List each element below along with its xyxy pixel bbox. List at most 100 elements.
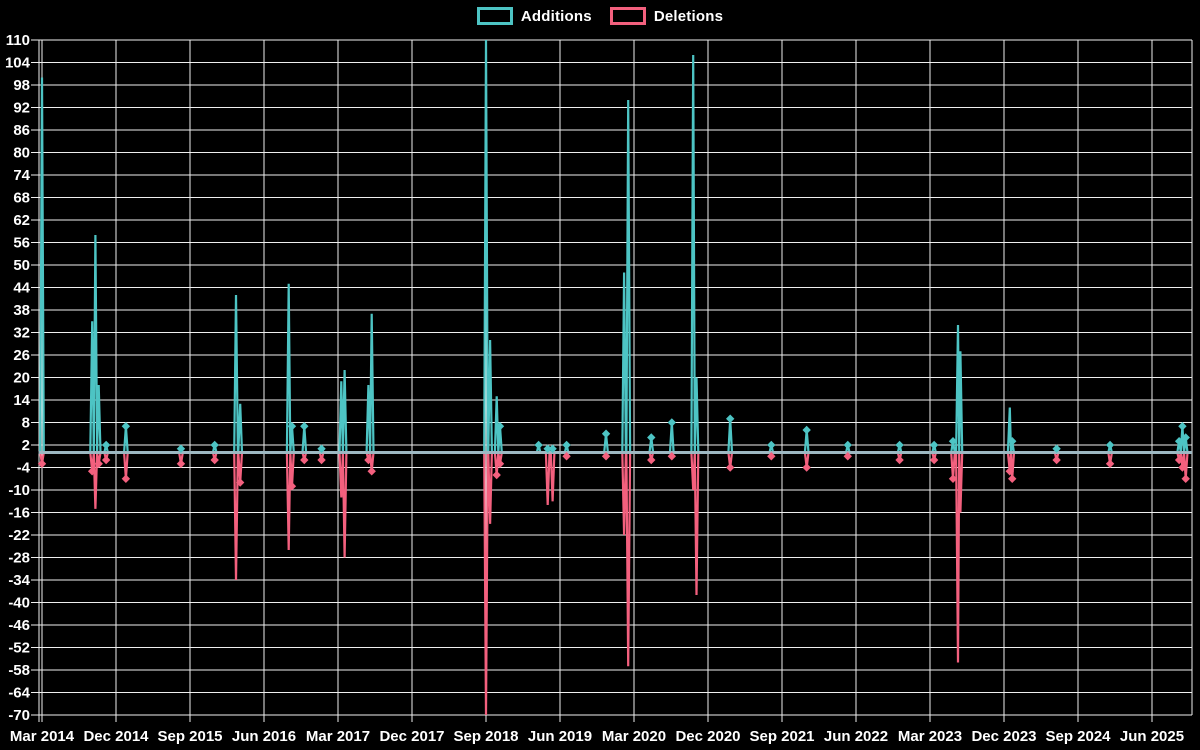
deletions-point-marker	[1174, 455, 1184, 465]
additions-point-marker	[562, 440, 571, 450]
deletions-point-marker	[235, 478, 245, 487]
y-tick-label: 20	[13, 370, 30, 387]
x-tick-label: Mar 2023	[898, 728, 962, 745]
x-tick-label: Mar 2014	[10, 728, 75, 745]
additions-point-marker	[548, 444, 557, 453]
y-tick-label: 26	[13, 347, 30, 364]
x-tick-label: Jun 2016	[232, 728, 296, 745]
x-tick-label: Dec 2023	[971, 728, 1036, 745]
deletions-point-marker	[601, 452, 611, 461]
additions-point-marker	[543, 444, 552, 453]
deletions-point-marker	[895, 455, 904, 465]
additions-point-marker	[1008, 437, 1017, 446]
additions-point-marker	[647, 433, 656, 442]
y-tick-label: 2	[22, 437, 30, 454]
deletions-point-marker	[317, 455, 326, 465]
x-tick-label: Sep 2021	[749, 728, 814, 745]
y-tick-label: -40	[8, 595, 30, 612]
legend-item-additions[interactable]: Additions	[476, 7, 592, 25]
x-tick-label: Mar 2020	[602, 728, 666, 745]
additions-point-marker	[300, 422, 309, 431]
deletions-point-marker	[367, 467, 376, 476]
deletions-point-marker	[647, 455, 656, 465]
deletions-point-marker	[87, 467, 97, 476]
x-tick-label: Sep 2024	[1045, 728, 1111, 745]
additions-point-marker	[287, 422, 297, 431]
deletions-point-marker	[725, 463, 735, 472]
chart-legend: Additions Deletions	[0, 7, 1200, 25]
x-tick-label: Dec 2014	[83, 728, 149, 745]
deletions-swatch-icon	[609, 7, 646, 25]
y-tick-label: -22	[8, 527, 30, 544]
y-tick-label: -70	[8, 707, 30, 724]
x-tick-label: Jun 2025	[1120, 728, 1184, 745]
legend-label-deletions: Deletions	[653, 7, 724, 25]
deletions-point-marker	[300, 455, 309, 465]
additions-point-marker	[767, 440, 776, 450]
additions-point-marker	[317, 444, 326, 453]
additions-point-marker	[895, 440, 904, 450]
deletions-point-marker	[495, 459, 505, 468]
additions-point-marker	[210, 440, 219, 450]
x-tick-label: Sep 2015	[157, 728, 222, 745]
y-tick-label: -64	[8, 685, 30, 702]
deletions-point-marker	[1008, 474, 1017, 483]
deletions-point-marker	[210, 455, 219, 465]
deletions-point-marker	[1181, 474, 1190, 483]
y-tick-label: -58	[8, 662, 30, 679]
x-tick-label: Dec 2020	[675, 728, 740, 745]
y-tick-label: -52	[8, 640, 30, 657]
y-tick-label: 8	[22, 415, 30, 432]
y-tick-label: 44	[13, 280, 30, 297]
y-tick-label: 62	[13, 212, 30, 229]
additions-point-marker	[1052, 444, 1061, 453]
additions-point-marker	[802, 425, 811, 435]
y-tick-label: 14	[13, 392, 30, 409]
deletions-line	[38, 451, 1192, 716]
deletions-point-marker	[176, 459, 186, 468]
deletions-point-marker	[94, 459, 103, 468]
additions-point-marker	[534, 440, 543, 450]
y-tick-label: -46	[8, 617, 30, 634]
y-tick-label: 98	[13, 77, 30, 94]
deletions-point-marker	[1005, 467, 1014, 476]
deletions-point-marker	[1105, 459, 1115, 468]
deletions-point-marker	[767, 452, 776, 461]
y-tick-label: 56	[13, 235, 30, 252]
deletions-point-marker	[121, 474, 131, 483]
y-tick-label: 38	[13, 302, 30, 319]
x-tick-label: Dec 2017	[379, 728, 444, 745]
deletions-point-marker	[667, 452, 677, 461]
deletions-point-marker	[287, 482, 297, 491]
additions-line	[38, 39, 1192, 454]
additions-point-marker	[121, 422, 131, 431]
deletions-point-marker	[101, 455, 111, 465]
y-tick-label: 86	[13, 122, 30, 139]
y-tick-label: 74	[13, 167, 30, 184]
y-tick-label: 32	[13, 325, 30, 342]
x-tick-label: Jun 2019	[528, 728, 592, 745]
y-tick-label: 92	[13, 100, 30, 117]
deletions-point-marker	[364, 455, 373, 465]
additions-point-marker	[667, 418, 677, 427]
deletions-point-marker	[929, 455, 939, 465]
additions-point-marker	[1178, 422, 1187, 431]
additions-point-marker	[948, 437, 958, 446]
deletions-point-marker	[1052, 455, 1061, 465]
y-tick-label: 104	[5, 55, 31, 72]
y-tick-label: -4	[17, 460, 31, 477]
y-tick-label: -34	[8, 572, 30, 589]
legend-label-additions: Additions	[520, 7, 592, 25]
y-tick-label: 68	[13, 190, 30, 207]
additions-swatch-icon	[476, 7, 513, 25]
x-tick-label: Mar 2017	[306, 728, 370, 745]
additions-point-marker	[1105, 440, 1115, 450]
deletions-point-marker	[802, 463, 811, 472]
additions-point-marker	[725, 414, 735, 423]
y-tick-label: -10	[8, 482, 30, 499]
additions-point-marker	[843, 440, 852, 450]
legend-item-deletions[interactable]: Deletions	[609, 7, 724, 25]
additions-point-marker	[929, 440, 939, 450]
y-tick-label: -16	[8, 505, 30, 522]
